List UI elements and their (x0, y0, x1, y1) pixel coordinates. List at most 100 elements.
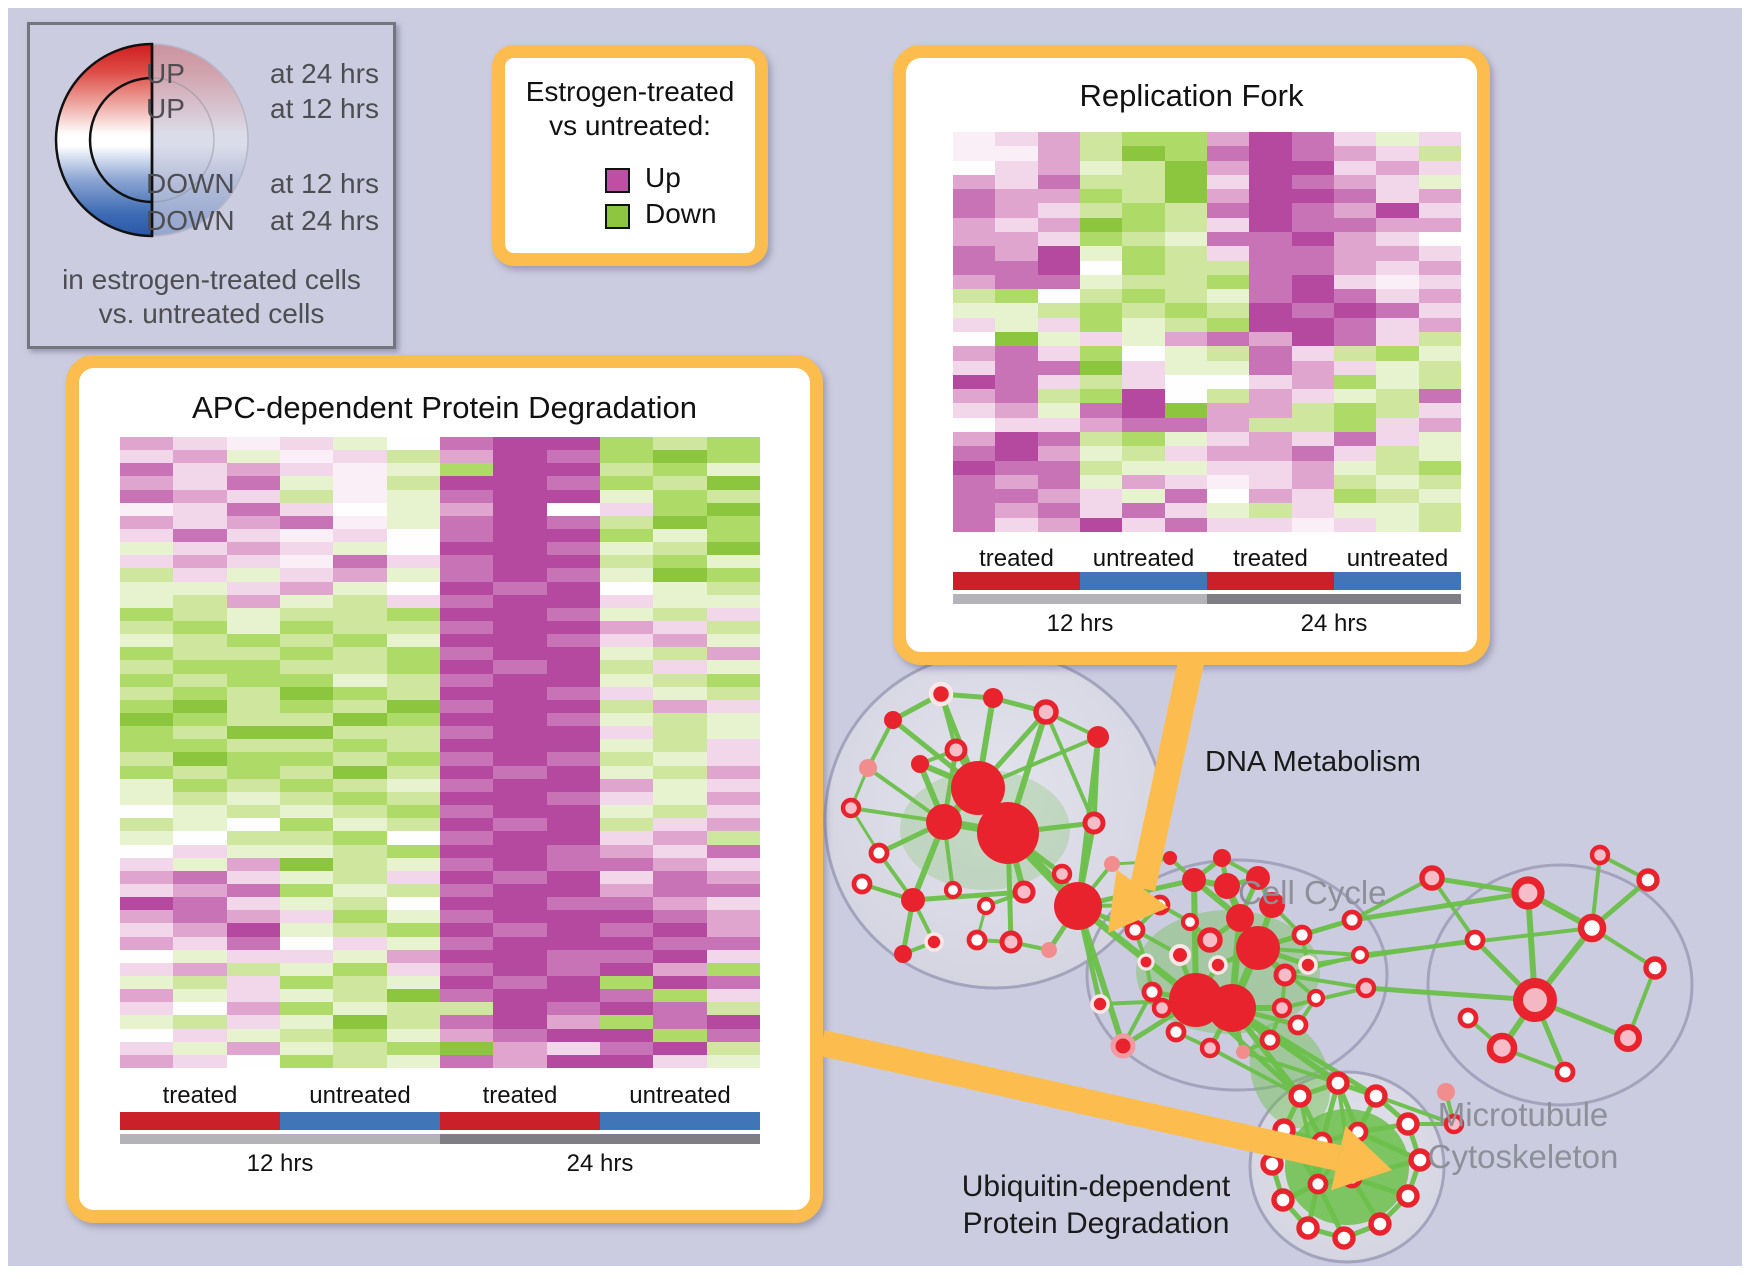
heatmap-cell (1122, 174, 1165, 190)
heatmap-cell (493, 607, 547, 622)
heatmap-cell (546, 686, 600, 700)
network-node-ringpink (1199, 1037, 1221, 1059)
heatmap-cell (706, 568, 760, 582)
heatmap-cell (333, 699, 387, 714)
heatmap-cell (995, 317, 1038, 332)
heatmap-cell (1037, 260, 1080, 275)
heatmap-cell (706, 989, 760, 1003)
heatmap-cell (653, 923, 707, 937)
heatmap-cell (279, 555, 334, 569)
network-node-solid (1213, 849, 1231, 867)
heatmap-cell (1333, 160, 1377, 175)
heatmap-cell (1333, 203, 1377, 218)
heatmap-cell (1164, 460, 1207, 475)
network-node-solid (1226, 904, 1254, 932)
heatmap-cell (706, 857, 760, 871)
heatmap-cell (439, 515, 494, 530)
heatmap-cell (333, 502, 387, 516)
heatmap-cell (953, 403, 996, 418)
heatmap-cell (279, 529, 334, 543)
heatmap-cell (1206, 217, 1250, 232)
heatmap-cell (1122, 446, 1165, 461)
heatmap-cell (333, 594, 387, 608)
network-node-ring (1332, 1226, 1356, 1250)
heatmap-cell (953, 231, 996, 247)
heatmap-cell (279, 621, 334, 635)
heatmap-cell (1376, 417, 1419, 432)
heatmap-cell (386, 818, 440, 832)
network-node-ringpink (1051, 863, 1073, 885)
heatmap-cell (386, 515, 440, 530)
heatmap-cell (333, 555, 387, 569)
network-edge (910, 889, 1027, 903)
heatmap-cell (493, 529, 547, 543)
heatmap-cell (1037, 374, 1080, 390)
heatmap-cell (653, 1002, 707, 1016)
heatmap-cell (953, 417, 996, 432)
heatmap-cell (1079, 132, 1123, 147)
heatmap-cell (386, 647, 440, 661)
heatmap-cell (1122, 203, 1165, 218)
heatmap-cell (226, 726, 280, 740)
heatmap-cell (226, 529, 280, 543)
heatmap-cell (493, 502, 547, 516)
heatmap-cell (120, 923, 174, 937)
heatmap-cell (493, 1041, 547, 1055)
heatmap-cell (706, 1002, 760, 1016)
heatmap-cell (120, 752, 174, 766)
heatmap-cell (546, 437, 600, 451)
heatmap-cell (995, 403, 1038, 418)
heatmap-cell (1249, 431, 1292, 447)
heatmap-cell (493, 975, 547, 990)
heatmap-cell (1206, 503, 1250, 518)
heatmap-cell (599, 844, 654, 858)
heatmap-cell (493, 437, 547, 451)
heatmap-cell (279, 923, 334, 937)
heatmap-cell (599, 765, 654, 779)
heatmap-cell (226, 805, 280, 819)
heatmap-cell (653, 515, 707, 530)
heatmap-cell (1122, 374, 1165, 390)
heatmap-cell (386, 805, 440, 819)
ring-legend-box: UP at 24 hrs UP at 12 hrs DOWN at 12 hrs… (27, 22, 396, 349)
heatmap-cell (439, 463, 494, 477)
heatmap-cell (386, 463, 440, 477)
heatmap-cell (653, 660, 707, 674)
heatmap-cell (1418, 489, 1461, 504)
heatmap-cell (1249, 260, 1292, 275)
network-node-ring (1259, 1029, 1281, 1051)
heatmap-cell (953, 446, 996, 461)
heatmap-cell (706, 555, 760, 569)
heatmap-cell (706, 844, 760, 858)
heatmap-cell (226, 660, 280, 674)
heatmap-cell (439, 660, 494, 674)
network-node-solid (884, 711, 902, 729)
network-node-ring (1364, 1084, 1388, 1108)
network-node-ringpink (1511, 876, 1545, 910)
heatmap-cell (995, 246, 1038, 261)
heatmap-cell (599, 752, 654, 766)
heatmap-cell (1206, 246, 1250, 261)
heatmap-cell (706, 607, 760, 622)
heatmap-cell (1122, 274, 1165, 290)
heatmap-cell (386, 568, 440, 582)
heatmap-cell (706, 818, 760, 832)
heatmap-cell (439, 647, 494, 661)
heatmap-cell (599, 1041, 654, 1055)
heatmap-cell (333, 621, 387, 635)
heatmap-cell (706, 450, 760, 464)
heatmap-cell (995, 360, 1038, 375)
down-label: Down (645, 198, 717, 229)
heatmap-cell (953, 160, 996, 175)
heatmap-cell (599, 713, 654, 727)
heatmap-cell (653, 437, 707, 451)
heatmap-cell (1376, 446, 1419, 461)
heatmap-cell (333, 647, 387, 661)
heatmap-cell (953, 346, 996, 361)
heatmap-cell (546, 555, 600, 569)
heatmap-cell (546, 936, 600, 950)
heatmap-cell (653, 765, 707, 779)
replication-fork-panel: Replication Fork treated untreated treat… (893, 45, 1490, 665)
heatmap-cell (995, 231, 1038, 247)
heatmap-cell (120, 463, 174, 477)
